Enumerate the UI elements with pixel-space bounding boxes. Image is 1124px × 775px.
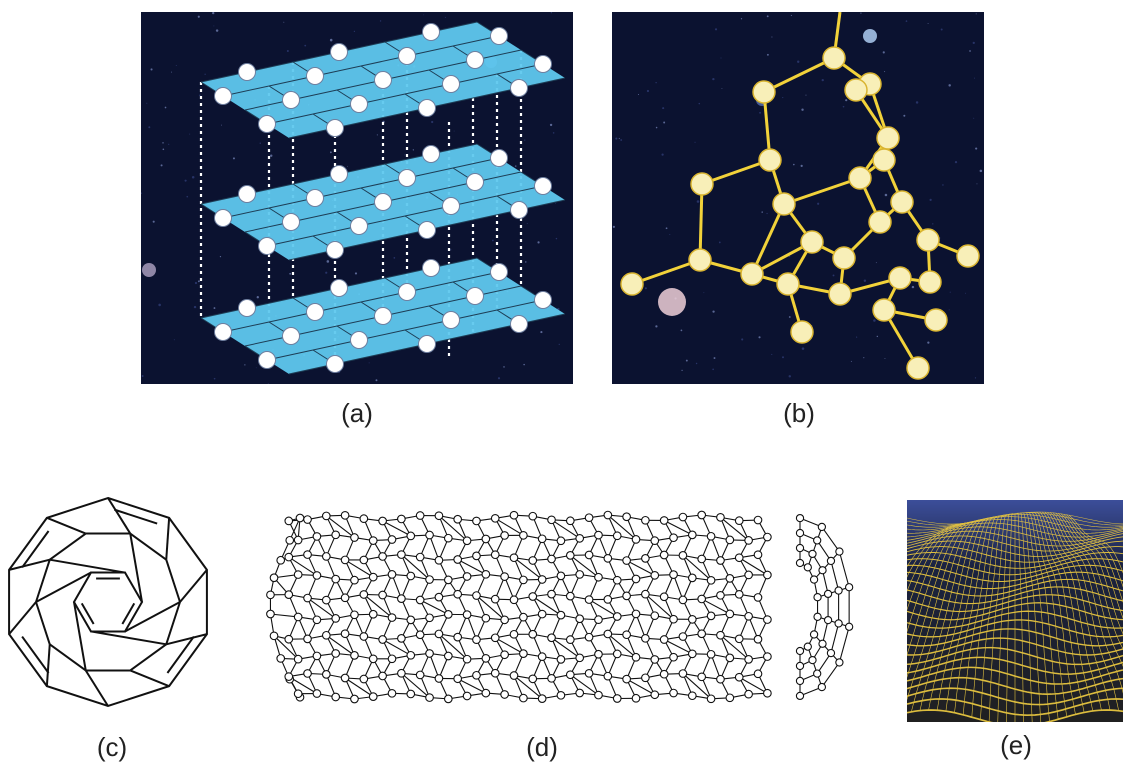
caption-d: (d) xyxy=(526,732,558,762)
panel-c-fullerene xyxy=(2,484,218,714)
diamond-lattice-icon xyxy=(612,12,984,384)
caption-a: (a) xyxy=(341,398,373,428)
caption-e: (e) xyxy=(1000,730,1032,760)
panel-b-diamond xyxy=(612,12,984,384)
caption-b: (b) xyxy=(783,398,815,428)
fullerene-c60-icon xyxy=(8,496,208,708)
caption-c: (c) xyxy=(96,732,128,762)
panel-d-nanotube xyxy=(258,510,870,706)
graphite-layers-icon xyxy=(141,12,573,384)
carbon-nanotube-icon xyxy=(266,510,854,704)
panel-a-graphite xyxy=(141,12,573,384)
panel-e-graphene xyxy=(907,500,1123,722)
graphene-sheet-icon xyxy=(907,500,1123,722)
